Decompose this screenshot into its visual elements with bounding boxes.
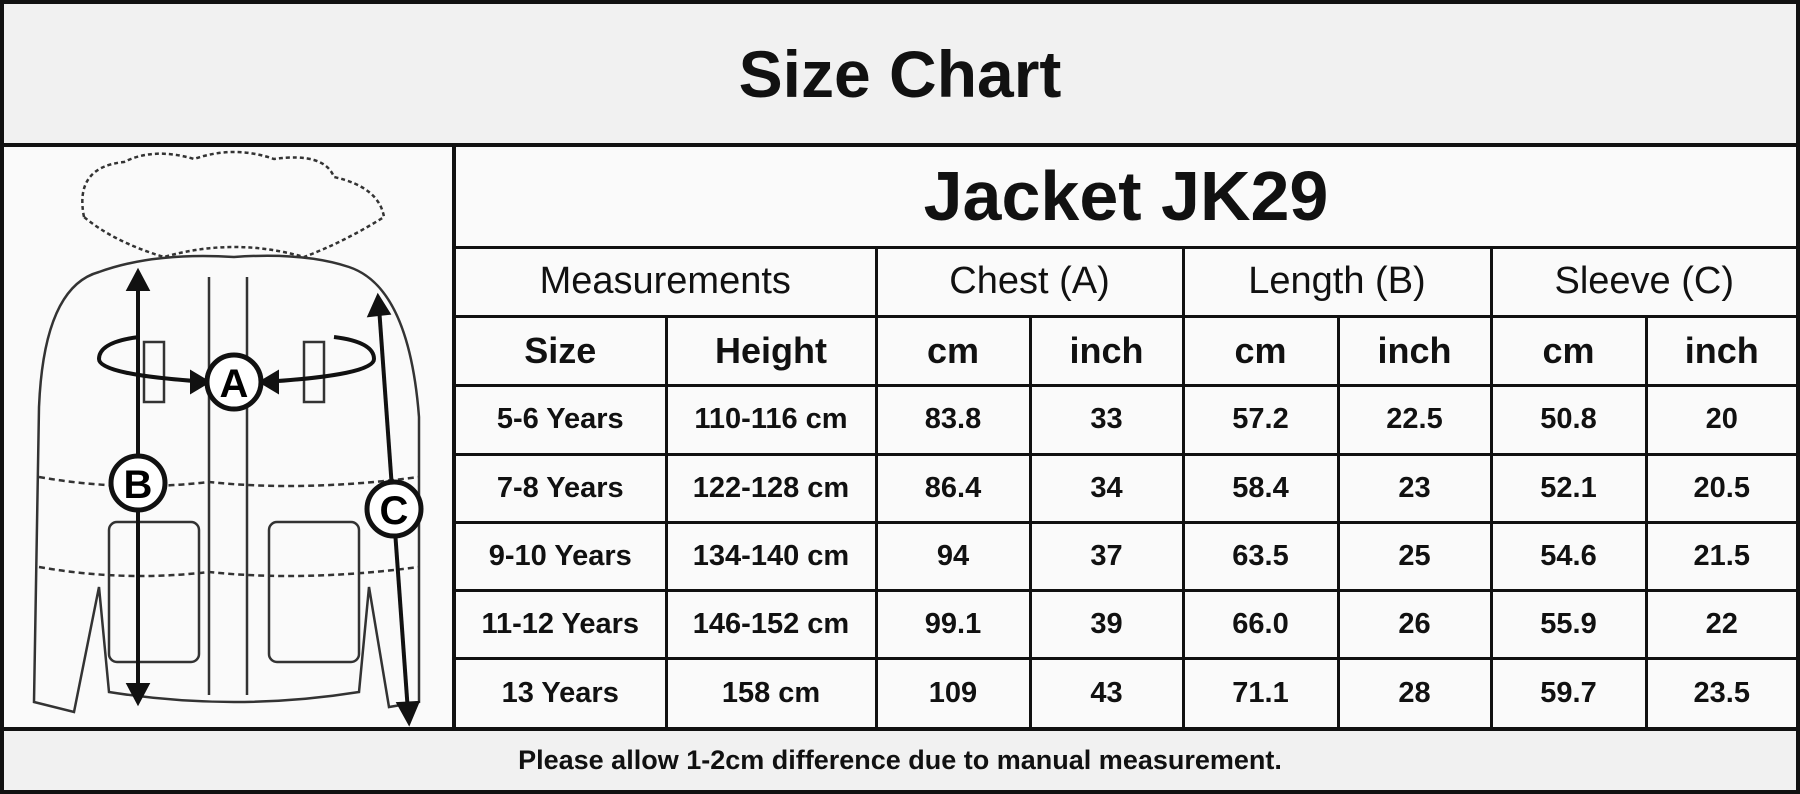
page-title: Size Chart bbox=[4, 4, 1796, 147]
column-header-row: Size Height cm inch cm inch cm inch bbox=[456, 315, 1796, 388]
table-panel: Jacket JK29 Measurements Chest (A) Length (… bbox=[456, 147, 1796, 727]
table-cell: 11-12 Years bbox=[456, 589, 668, 661]
group-header: Length (B) bbox=[1181, 245, 1493, 319]
table-cell: 21.5 bbox=[1644, 520, 1796, 593]
data-row: 9-10 Years 134-140 cm 94 37 63.5 25 54.6 21.5 bbox=[456, 520, 1796, 593]
table-cell: 54.6 bbox=[1489, 520, 1648, 593]
table-cell: 39 bbox=[1028, 589, 1185, 661]
table-cell: 43 bbox=[1028, 657, 1185, 727]
data-row: 7-8 Years 122-128 cm 86.4 34 58.4 23 52.1 20.5 bbox=[456, 452, 1796, 524]
group-header: Chest (A) bbox=[874, 245, 1185, 319]
footer-note: Please allow 1-2cm difference due to man… bbox=[4, 727, 1796, 790]
table-cell: 25 bbox=[1336, 520, 1493, 593]
table-cell: 86.4 bbox=[874, 452, 1032, 524]
table-cell: 71.1 bbox=[1181, 657, 1340, 727]
table-cell: 94 bbox=[874, 520, 1032, 593]
table-cell: 7-8 Years bbox=[456, 452, 668, 524]
data-row: 13 Years 158 cm 109 43 71.1 28 59.7 23.5 bbox=[456, 657, 1796, 727]
table-cell: 28 bbox=[1336, 657, 1493, 727]
label-a: A bbox=[220, 362, 249, 406]
table-cell: 9-10 Years bbox=[456, 520, 668, 593]
table-cell: 134-140 cm bbox=[664, 520, 878, 593]
table-cell: 63.5 bbox=[1181, 520, 1340, 593]
table-cell: 13 Years bbox=[456, 657, 668, 727]
table-cell: 110-116 cm bbox=[664, 384, 878, 456]
column-header: inch bbox=[1028, 315, 1185, 388]
table-cell: 58.4 bbox=[1181, 452, 1340, 524]
table-cell: 66.0 bbox=[1181, 589, 1340, 661]
table-cell: 122-128 cm bbox=[664, 452, 878, 524]
table-title: Jacket JK29 bbox=[456, 147, 1796, 249]
table-cell: 22 bbox=[1644, 589, 1796, 661]
table-cell: 146-152 cm bbox=[664, 589, 878, 661]
table-cell: 99.1 bbox=[874, 589, 1032, 661]
jacket-drawing: A B C bbox=[32, 150, 424, 727]
table-cell: 55.9 bbox=[1489, 589, 1648, 661]
table-cell: 52.1 bbox=[1489, 452, 1648, 524]
column-header: cm bbox=[874, 315, 1032, 388]
size-table: Jacket JK29 Measurements Chest (A) Length (… bbox=[456, 147, 1796, 727]
table-cell: 23.5 bbox=[1644, 657, 1796, 727]
column-header: Height bbox=[664, 315, 878, 388]
content: A B C Jacket JK29 Measurements Chest (A) Le… bbox=[4, 147, 1796, 727]
table-cell: 26 bbox=[1336, 589, 1493, 661]
column-header: Size bbox=[456, 315, 668, 388]
table-cell: 22.5 bbox=[1336, 384, 1493, 456]
table-cell: 37 bbox=[1028, 520, 1185, 593]
group-header-row: Measurements Chest (A) Length (B) Sleeve (C… bbox=[456, 245, 1796, 319]
table-cell: 34 bbox=[1028, 452, 1185, 524]
table-cell: 83.8 bbox=[874, 384, 1032, 456]
table-cell: 20 bbox=[1644, 384, 1796, 456]
title-row: Jacket JK29 bbox=[456, 147, 1796, 249]
data-row: 5-6 Years 110-116 cm 83.8 33 57.2 22.5 50.8 20 bbox=[456, 384, 1796, 456]
jacket-diagram: A B C bbox=[4, 147, 456, 727]
table-cell: 23 bbox=[1336, 452, 1493, 524]
label-c: C bbox=[380, 489, 409, 533]
table-cell: 59.7 bbox=[1489, 657, 1648, 727]
table-cell: 50.8 bbox=[1489, 384, 1648, 456]
group-header: Measurements bbox=[456, 245, 878, 319]
group-header: Sleeve (C) bbox=[1489, 245, 1796, 319]
table-cell: 109 bbox=[874, 657, 1032, 727]
column-header: inch bbox=[1336, 315, 1493, 388]
column-header: inch bbox=[1644, 315, 1796, 388]
label-b: B bbox=[124, 463, 153, 507]
column-header: cm bbox=[1181, 315, 1340, 388]
table-cell: 57.2 bbox=[1181, 384, 1340, 456]
table-cell: 20.5 bbox=[1644, 452, 1796, 524]
column-header: cm bbox=[1489, 315, 1648, 388]
table-cell: 33 bbox=[1028, 384, 1185, 456]
table-cell: 158 cm bbox=[664, 657, 878, 727]
table-cell: 5-6 Years bbox=[456, 384, 668, 456]
data-row: 11-12 Years 146-152 cm 99.1 39 66.0 26 55.9 22 bbox=[456, 589, 1796, 661]
